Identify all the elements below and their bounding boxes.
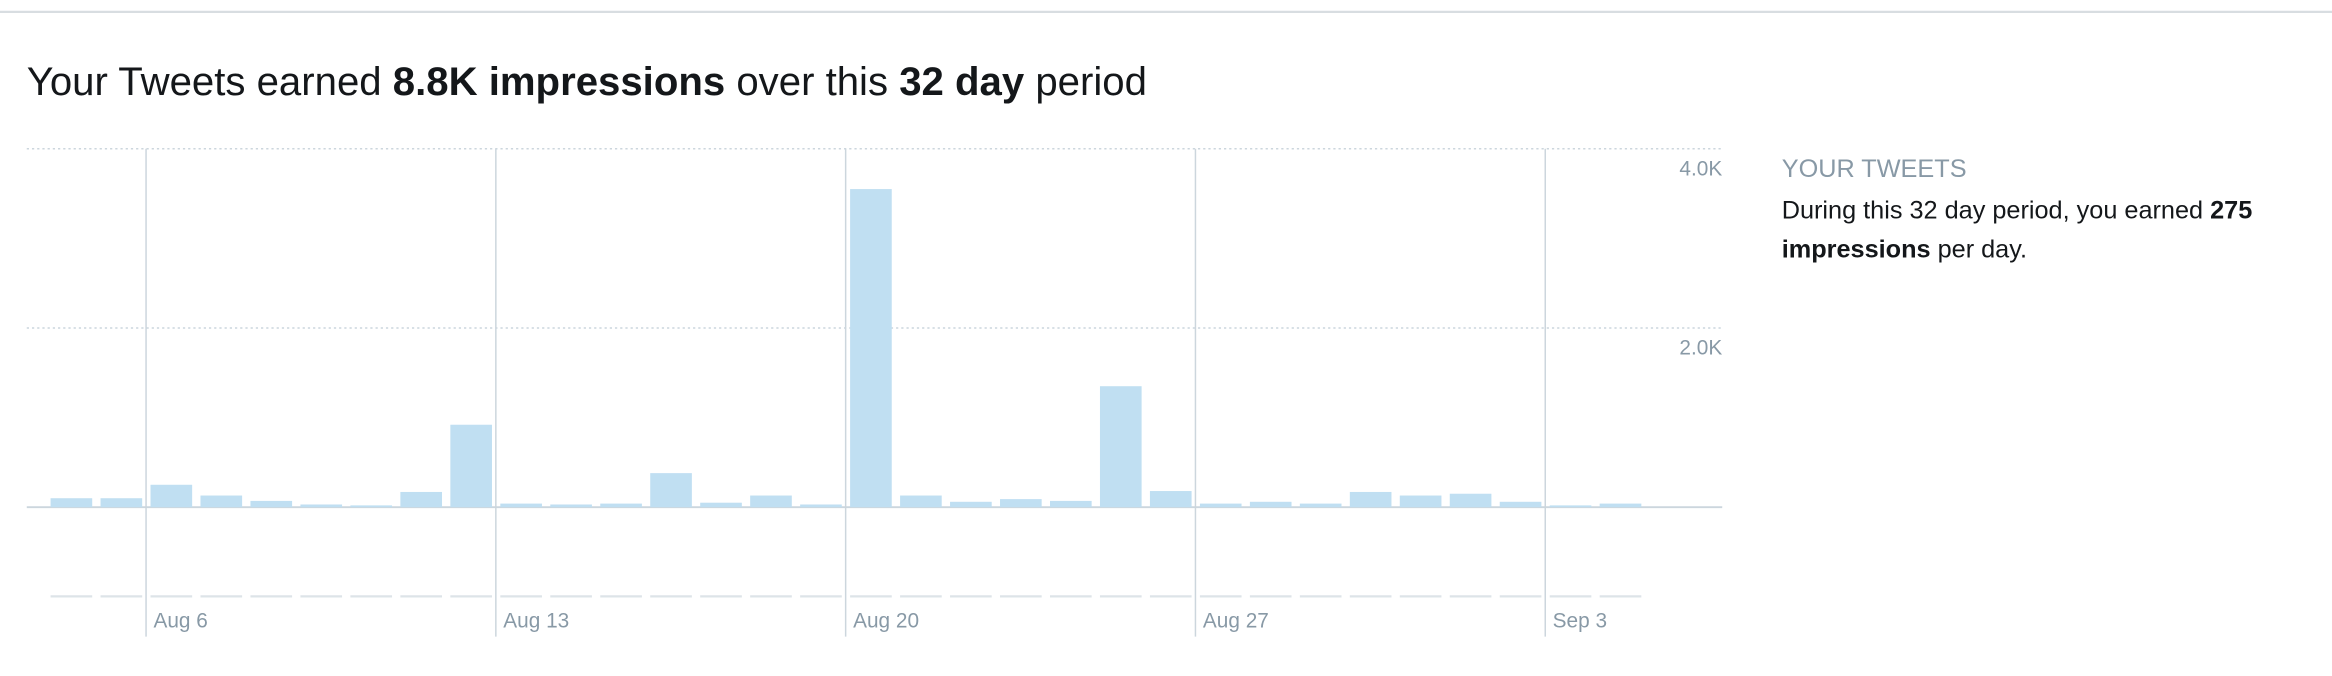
title-period: 32 day — [899, 59, 1025, 104]
bar — [750, 495, 792, 508]
bar — [1399, 495, 1442, 508]
x-tick-label: Aug 6 — [153, 610, 207, 633]
bar — [50, 498, 93, 508]
title-text: period — [1035, 59, 1147, 104]
bar — [1099, 386, 1142, 508]
bar — [650, 473, 692, 508]
x-tick-label: Aug 20 — [853, 610, 919, 633]
y-tick-label: 2.0K — [1679, 337, 1722, 360]
bar — [450, 424, 492, 508]
title-text: over this — [736, 59, 888, 104]
sidebar-text: During this 32 day period, you earned 27… — [1782, 197, 2253, 225]
bar — [1199, 503, 1242, 508]
bar — [1449, 493, 1492, 508]
bar — [400, 491, 443, 508]
bar — [150, 484, 193, 508]
bar — [200, 495, 243, 508]
bar — [1249, 501, 1292, 508]
bar — [700, 502, 742, 508]
bar — [1349, 491, 1392, 508]
sidebar-text-part: During this 32 day period, you earned — [1782, 197, 2203, 225]
title-impressions: 8.8K impressions — [393, 59, 725, 104]
title-text: Your Tweets earned — [27, 59, 382, 104]
chart: 2.0K 4.0K Aug 6 Aug 13 Aug 20 Aug 27 Sep 3 — [26, 148, 1722, 637]
bar — [1149, 491, 1192, 508]
bar — [1499, 501, 1542, 508]
sidebar-heading: YOUR TWEETS — [1782, 155, 1967, 183]
x-tick-label: Aug 13 — [503, 610, 569, 633]
bar — [1549, 505, 1592, 508]
bar — [350, 505, 393, 508]
sidebar-value: 275 — [2210, 197, 2252, 225]
bar — [100, 498, 143, 508]
bar — [1299, 503, 1342, 508]
y-tick-label: 4.0K — [1679, 158, 1722, 181]
sidebar-text-part: per day. — [1938, 235, 2027, 263]
x-tick-label: Aug 27 — [1203, 610, 1269, 633]
bar — [1000, 499, 1042, 508]
x-tick-label: Sep 3 — [1553, 610, 1607, 633]
sidebar-impressions: impressions — [1782, 235, 1931, 263]
sidebar-text: impressions per day. — [1782, 235, 2027, 263]
bar — [1599, 503, 1642, 508]
bar — [800, 504, 842, 508]
bar — [500, 503, 542, 508]
bar — [250, 500, 293, 508]
bar — [1049, 500, 1092, 508]
bar — [600, 503, 642, 508]
bar — [850, 189, 892, 508]
title: Your Tweets earned 8.8K impressions over… — [27, 59, 1147, 104]
bar — [300, 504, 343, 508]
bar — [550, 504, 592, 508]
bar — [950, 501, 992, 508]
bar — [900, 495, 942, 508]
